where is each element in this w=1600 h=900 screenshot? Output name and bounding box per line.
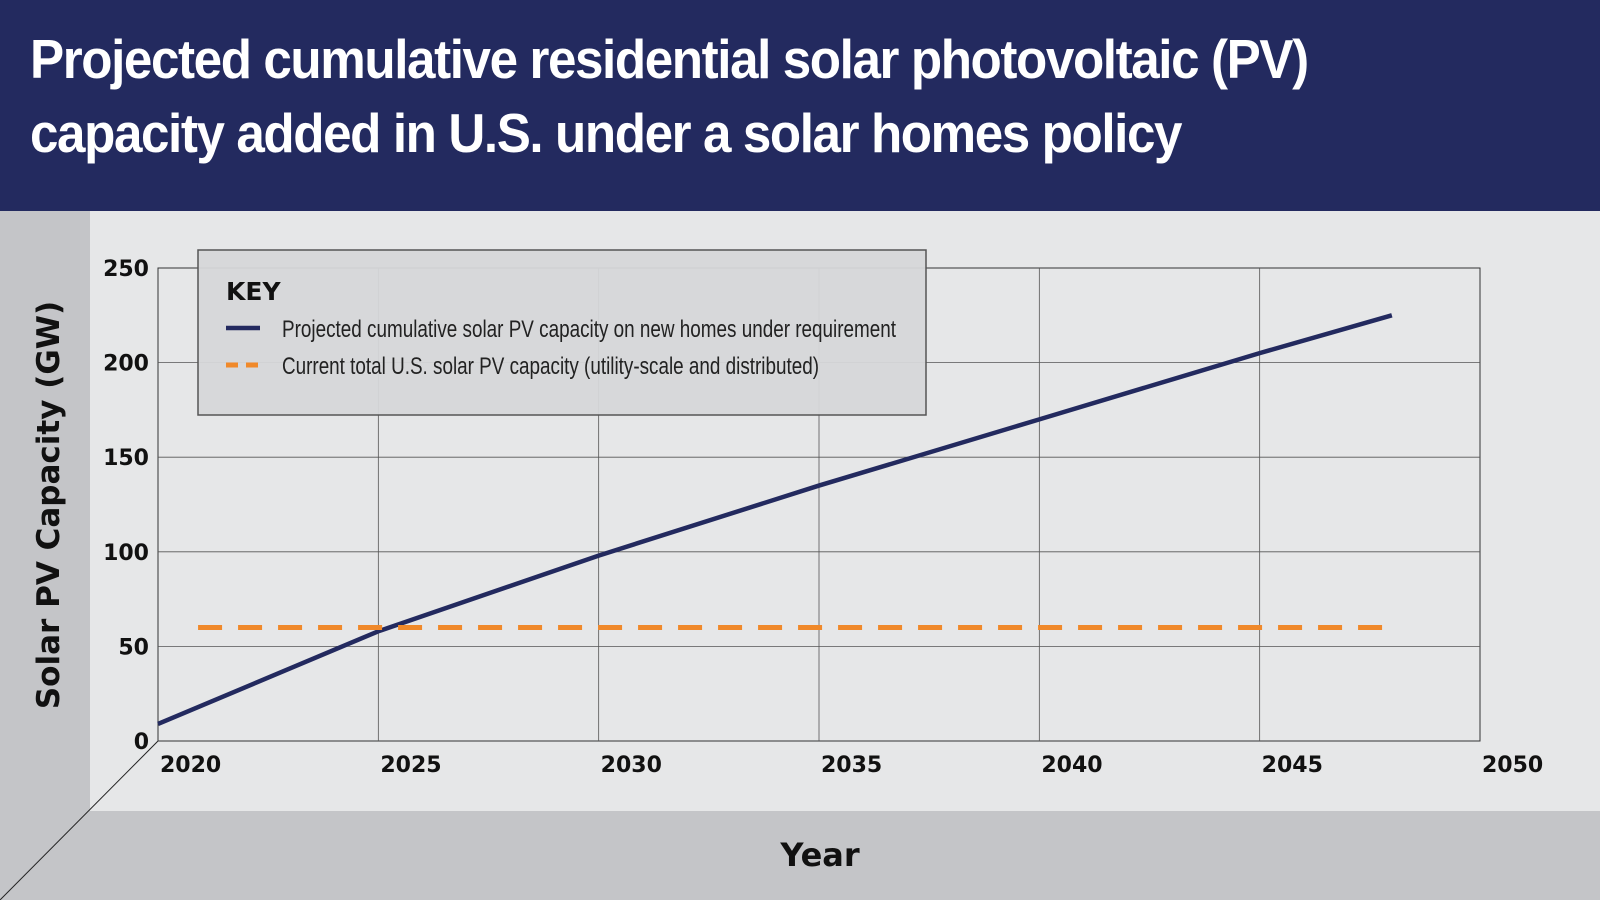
y-tick-label: 50 xyxy=(118,635,149,660)
chart-title: Projected cumulative residential solar p… xyxy=(30,28,1309,164)
y-tick-label: 0 xyxy=(134,730,149,755)
y-axis-title: Solar PV Capacity (GW) xyxy=(31,301,67,709)
x-tick-label: 2025 xyxy=(380,753,441,778)
x-axis-title: Year xyxy=(779,836,860,874)
y-tick-label: 200 xyxy=(103,352,149,377)
x-tick-label: 2040 xyxy=(1041,753,1102,778)
x-axis-ticks: 2020 2025 2030 2035 2040 2045 2050 xyxy=(160,753,1543,778)
title-banner: Projected cumulative residential solar p… xyxy=(0,0,1600,211)
y-axis-ticks: 0 50 100 150 200 250 xyxy=(103,257,149,755)
series-line-projected-capacity xyxy=(157,313,1393,727)
x-tick-label: 2035 xyxy=(821,753,882,778)
bottom-panel xyxy=(0,811,1600,900)
y-tick-label: 100 xyxy=(103,541,149,566)
legend: KEY Projected cumulative solar PV capaci… xyxy=(197,249,927,416)
legend-label-projected: Projected cumulative solar PV capacity o… xyxy=(282,316,896,343)
legend-title: KEY xyxy=(226,277,281,306)
x-tick-label: 2045 xyxy=(1262,753,1323,778)
perspective-line xyxy=(0,740,159,900)
y-tick-label: 150 xyxy=(103,446,149,471)
x-tick-label: 2030 xyxy=(601,753,662,778)
legend-box xyxy=(197,249,927,416)
left-panel xyxy=(0,211,90,900)
x-tick-label: 2050 xyxy=(1482,753,1543,778)
y-tick-label: 250 xyxy=(103,257,149,282)
legend-label-current: Current total U.S. solar PV capacity (ut… xyxy=(282,353,819,380)
x-tick-label: 2020 xyxy=(160,753,221,778)
